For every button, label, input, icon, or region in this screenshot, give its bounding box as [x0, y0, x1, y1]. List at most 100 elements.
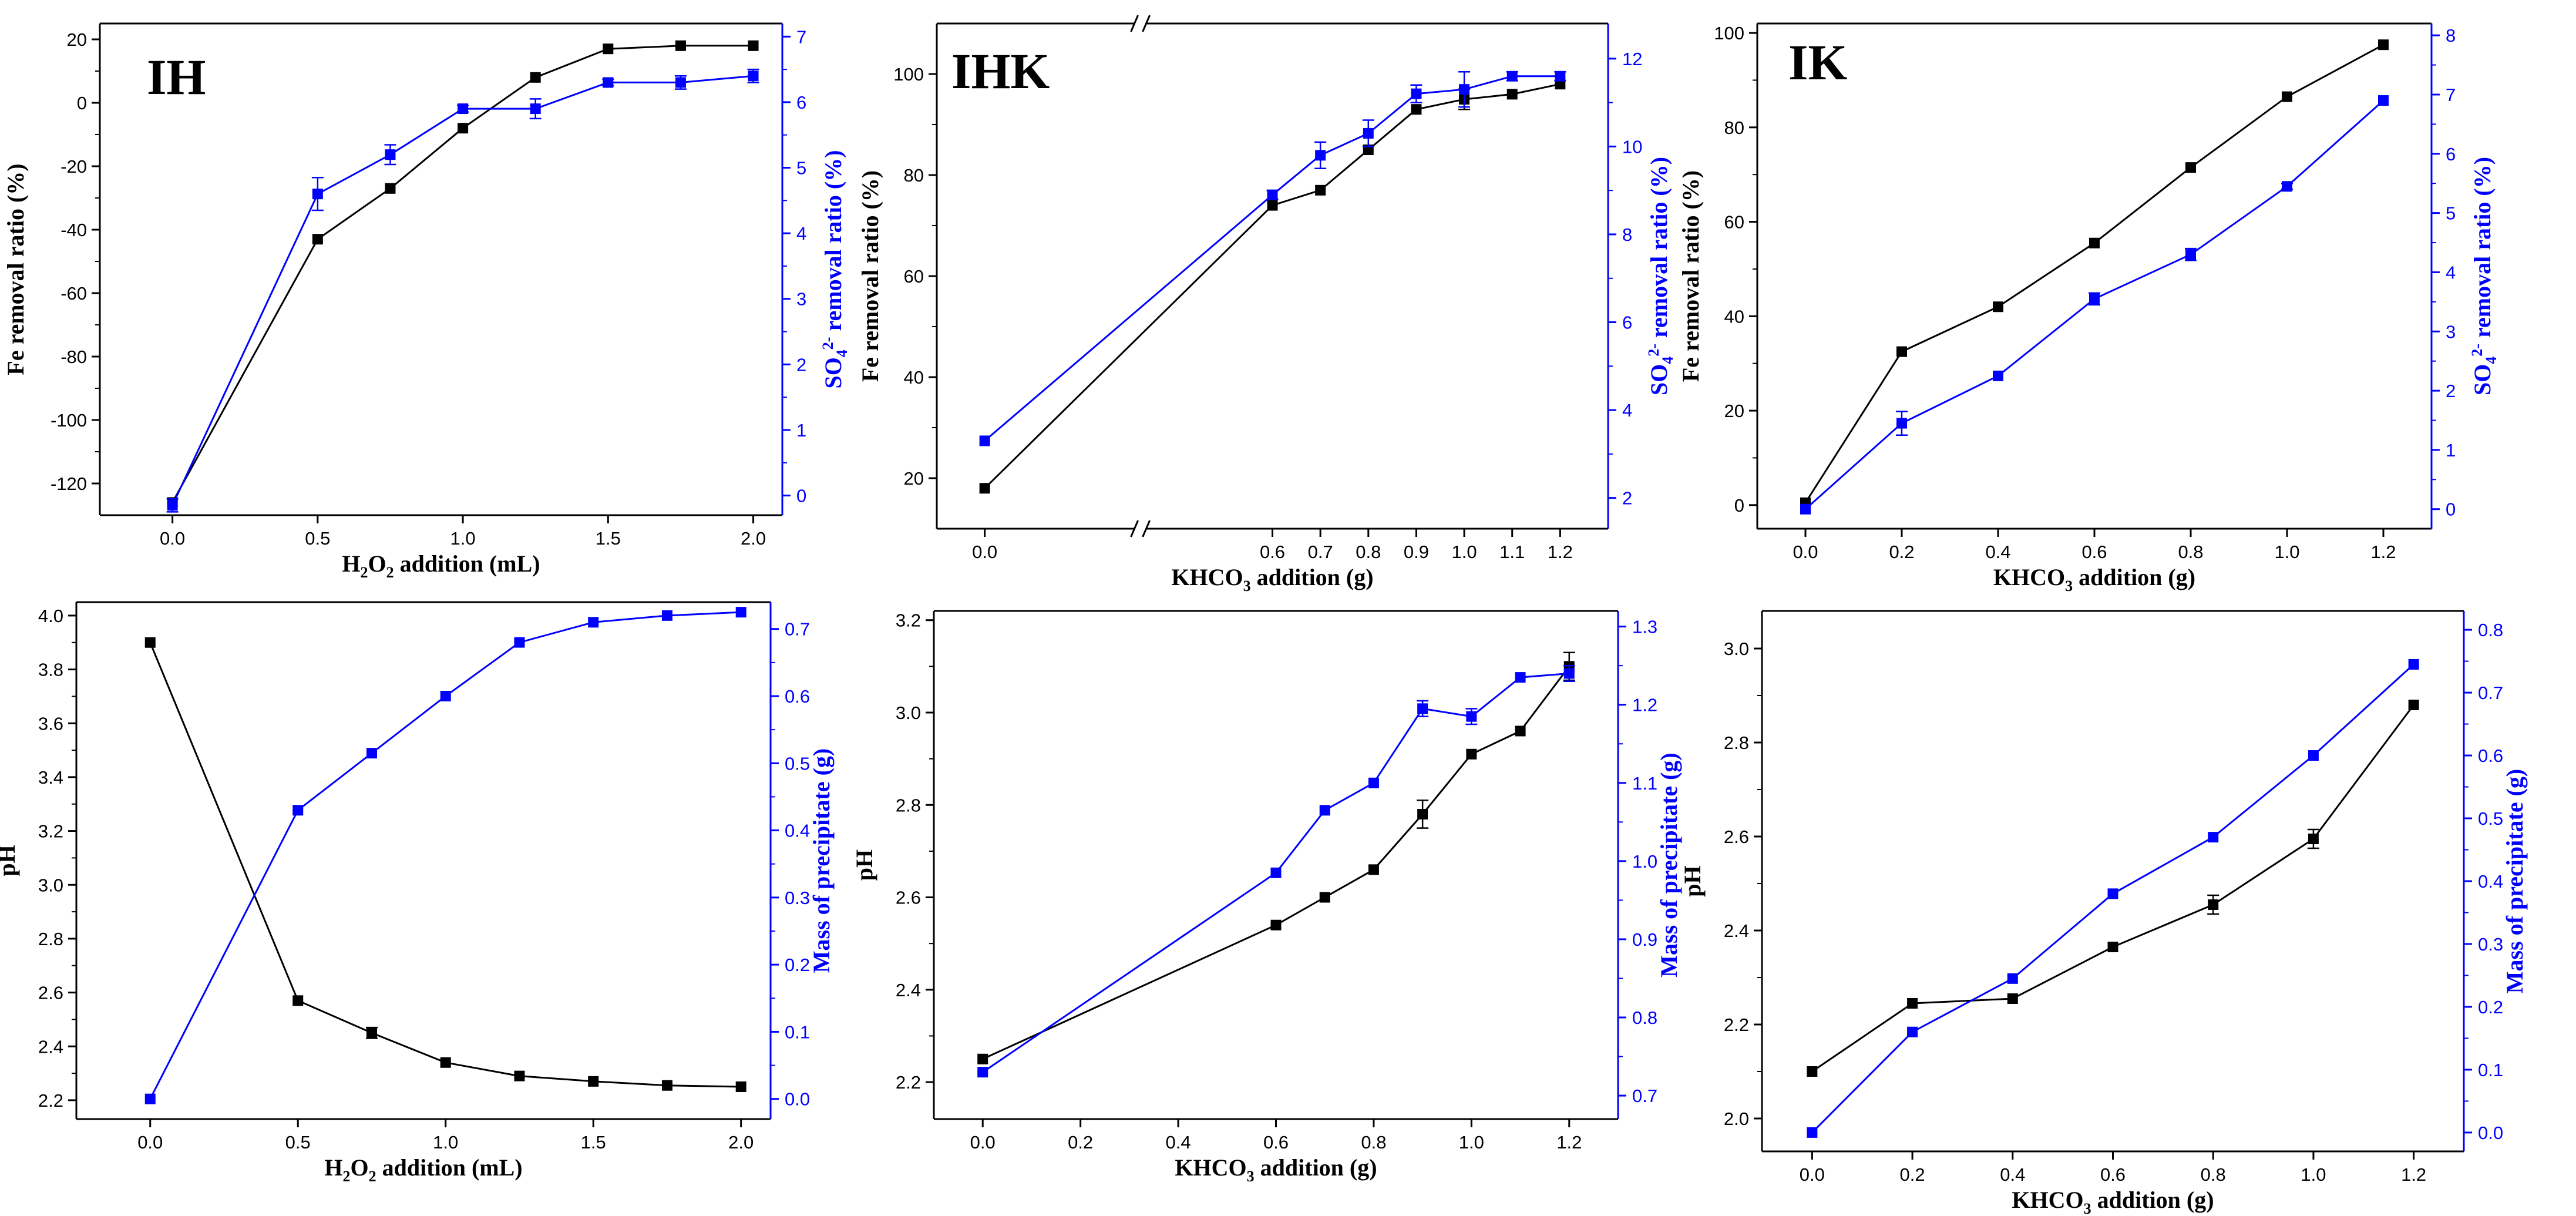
x-tick-label: 0.5: [285, 1132, 311, 1153]
data-point-black: [735, 1081, 746, 1092]
y2-tick-label: 0.4: [2478, 871, 2503, 892]
x-tick-label: 1.0: [2301, 1164, 2326, 1185]
axis-title-part: KHCO: [1171, 564, 1243, 590]
axis-break-mark: [1142, 15, 1151, 32]
x-tick-label: 0.5: [305, 528, 330, 549]
y-tick-label: -20: [60, 156, 87, 177]
x-tick-label: 2.0: [741, 528, 766, 549]
data-point-black: [1807, 1066, 1818, 1077]
x-tick-label: 0.8: [1361, 1132, 1386, 1153]
data-point-blue: [1515, 672, 1526, 683]
data-point-black: [292, 995, 304, 1006]
y-tick-label: 2.2: [38, 1090, 63, 1111]
y2-axis-title: Mass of precipitate (g): [1656, 753, 1682, 977]
y2-tick-label: 7: [2446, 85, 2456, 105]
data-point-black: [1315, 184, 1326, 196]
y2-tick-label: 5: [796, 158, 806, 179]
x-tick-label: 1.5: [581, 1132, 606, 1153]
y-tick-label: 2.2: [896, 1072, 921, 1093]
axis-title-part: KHCO: [1175, 1154, 1246, 1181]
data-point-blue: [385, 149, 396, 160]
data-point-blue: [675, 77, 686, 88]
data-point-blue: [1319, 805, 1330, 816]
x-tick-label: 1.2: [2401, 1164, 2426, 1185]
y2-tick-label: 8: [1622, 224, 1632, 245]
y2-axis-title: SO42- removal ratio (%): [819, 150, 850, 388]
data-point-blue: [1459, 84, 1470, 95]
axis-title-part: O: [351, 1154, 369, 1181]
axis-title-part: addition (g): [2091, 1187, 2214, 1213]
x-tick-label: 1.5: [596, 528, 621, 549]
data-point-blue: [661, 610, 672, 621]
data-point-blue: [2007, 973, 2018, 984]
x-tick-label: 0.6: [2081, 542, 2107, 562]
data-point-blue: [1506, 70, 1518, 82]
series-line-blue: [984, 75, 1561, 442]
y2-tick-label: 12: [1622, 49, 1642, 69]
y2-tick-label: 0.1: [785, 1022, 810, 1042]
y2-tick-label: 7: [796, 26, 806, 47]
y-tick-label: 2.8: [1724, 733, 1749, 753]
y-tick-label: 60: [1724, 212, 1744, 233]
data-point-blue: [2107, 888, 2118, 899]
x-tick-label: 0.8: [2178, 542, 2203, 562]
axis-break-mark: [1142, 520, 1151, 538]
series-line-blue: [982, 673, 1569, 1073]
data-point-black: [748, 40, 759, 51]
data-point-black: [2107, 942, 2118, 952]
y-tick-label: 3.6: [38, 713, 63, 734]
data-point-blue: [458, 103, 469, 115]
data-point-blue: [366, 748, 377, 759]
data-point-black: [2282, 91, 2292, 102]
axis-title-part: SO: [820, 357, 846, 388]
y2-tick-label: 0: [796, 486, 806, 506]
data-point-black: [144, 637, 156, 648]
axis-title-part: 2: [361, 564, 368, 581]
data-point-blue: [603, 77, 614, 88]
axis-title-part: KHCO: [2012, 1187, 2083, 1213]
data-point-blue: [1270, 867, 1282, 878]
panel-label: IHK: [951, 43, 1050, 99]
y2-axis-title: Mass of precipitate (g): [2501, 769, 2528, 994]
data-point-blue: [1267, 189, 1278, 200]
chart-panel-6: 0.0 0.2 0.4 0.6 0.8 1.0 1.2 2.0 2.2 2.4 2.6 2.8 3.0 0…: [1679, 610, 2528, 1216]
y2-tick-label: 6: [1622, 313, 1632, 333]
y2-tick-label: 4: [1622, 400, 1632, 421]
y-tick-label: 2.8: [896, 795, 921, 815]
x-tick-label: 0.0: [1800, 1164, 1825, 1185]
series-line-black: [149, 642, 741, 1088]
y-tick-label: 2.6: [1724, 827, 1749, 847]
y2-tick-label: 2: [2446, 381, 2456, 401]
axis-title-part: SO: [1646, 364, 1672, 395]
axis-break-gap: [1134, 15, 1146, 32]
data-point-blue: [979, 435, 990, 446]
x-tick-label: 1.2: [1556, 1132, 1582, 1153]
y2-tick-label: 6: [796, 92, 806, 113]
data-point-blue: [2282, 181, 2292, 192]
data-point-blue: [292, 805, 304, 816]
x-axis-title: H2O2 addition (mL): [324, 1154, 522, 1185]
y-tick-label: -40: [60, 220, 87, 240]
x-tick-label: 0.0: [137, 1132, 163, 1153]
data-point-blue: [514, 637, 525, 648]
x-tick-label: 0.4: [2000, 1164, 2025, 1185]
data-point-blue: [588, 617, 599, 628]
y2-tick-label: 0.8: [2478, 620, 2503, 640]
data-point-black: [385, 183, 396, 194]
x-tick-label: 0.0: [970, 1132, 996, 1153]
y2-tick-label: 6: [2446, 144, 2456, 164]
x-tick-label: 0.0: [1793, 542, 1818, 562]
data-point-blue: [735, 607, 746, 618]
data-point-black: [588, 1076, 599, 1087]
y-tick-label: -120: [51, 473, 87, 494]
y-tick-label: 3.0: [1724, 639, 1749, 659]
y-tick-label: -60: [60, 283, 87, 304]
x-tick-label: 0.9: [1404, 542, 1429, 562]
axis-break-gap: [1134, 520, 1146, 537]
axis-title-part: 2-: [1645, 344, 1662, 357]
data-point-blue: [2208, 832, 2219, 843]
data-point-black: [1506, 89, 1518, 100]
y2-tick-label: 0.6: [785, 686, 810, 707]
x-tick-label: 0.2: [1889, 542, 1914, 562]
